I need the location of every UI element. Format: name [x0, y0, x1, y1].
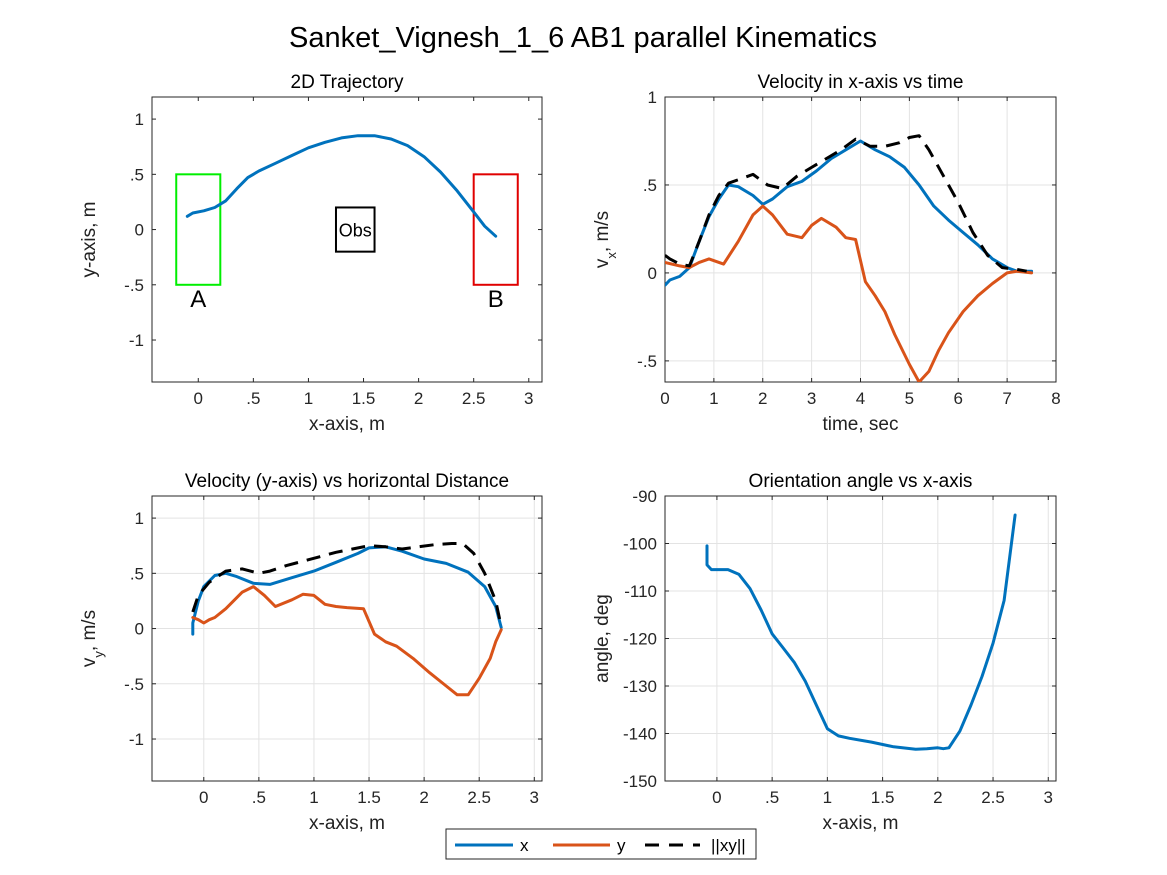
x-tick-label: 6	[954, 389, 963, 408]
y-axis-label: vx, m/s	[592, 211, 619, 268]
x-tick-label: 0	[194, 389, 203, 408]
x-tick-label: 1.5	[357, 788, 381, 807]
y-tick-label: -110	[624, 582, 657, 601]
y-axis-label: angle, deg	[592, 594, 613, 683]
plot-area	[665, 134, 1034, 382]
y-tick-label: -1	[129, 730, 144, 749]
x-tick-label: 2.5	[467, 788, 491, 807]
y-tick-label: -.5	[637, 352, 657, 371]
region-end	[472, 173, 519, 286]
x-axis-label: x-axis, m	[309, 813, 385, 834]
plot-area: Obs	[175, 134, 519, 286]
y-tick-label: -140	[623, 725, 657, 744]
x-tick-label: 2	[414, 389, 423, 408]
x-tick-label: 2	[758, 389, 767, 408]
subplot-orientation: 0 .5 1 1.5 2 2.5 3 -150 -140 -130 -120 -110 -100 -90 O…	[592, 471, 1057, 834]
plot-area	[191, 542, 503, 697]
y-tick-label: .5	[643, 176, 657, 195]
axes-box	[151, 96, 543, 383]
x-tick-label: 7	[1002, 389, 1011, 408]
x-tick-label: 1	[823, 788, 832, 807]
obstacle-label: Obs	[339, 221, 372, 241]
x-tick-label: .5	[246, 389, 260, 408]
figure-title: Sanket_Vignesh_1_6 AB1 parallel Kinemati…	[289, 22, 877, 54]
x-tick-label: 3	[1044, 788, 1053, 807]
y-tick-label: 0	[135, 620, 144, 639]
legend-label-x: x	[520, 836, 529, 855]
subplot-title: Velocity (y-axis) vs horizontal Distance	[185, 471, 509, 492]
plot-area	[705, 513, 1017, 751]
y-tick-label: -120	[623, 630, 657, 649]
legend: x y ||xy||	[445, 828, 757, 860]
y-tick-label: -.5	[124, 276, 144, 295]
x-tick-label: 2	[933, 788, 942, 807]
series-line-x	[705, 513, 1017, 751]
y-tick-label: 0	[135, 221, 144, 240]
x-tick-label: 1	[309, 788, 318, 807]
x-tick-label: 2.5	[981, 788, 1005, 807]
x-tick-label: 1	[304, 389, 313, 408]
series-line-y	[191, 585, 503, 697]
x-axis-label: time, sec	[822, 414, 898, 435]
y-tick-label: 0	[648, 264, 657, 283]
series-line-y	[665, 204, 1034, 382]
region-label-start: A	[190, 286, 206, 313]
x-tick-label: 2.5	[462, 389, 486, 408]
x-tick-label: 3	[524, 389, 533, 408]
region-start	[175, 173, 222, 286]
x-tick-label: 5	[905, 389, 914, 408]
x-tick-label: 3	[807, 389, 816, 408]
x-tick-label: 1.5	[871, 788, 895, 807]
x-axis-label: x-axis, m	[309, 414, 385, 435]
y-tick-label: -100	[623, 535, 657, 554]
region-obstacle	[334, 206, 376, 253]
y-axis-label: vy, m/s	[79, 610, 106, 667]
y-tick-label: -1	[129, 331, 144, 350]
x-tick-label: 0	[199, 788, 208, 807]
x-tick-label: 0	[660, 389, 669, 408]
x-tick-label: 1.5	[352, 389, 376, 408]
y-tick-label: .5	[130, 564, 144, 583]
series-line-xy	[665, 134, 1027, 273]
y-tick-label: 1	[135, 110, 144, 129]
y-tick-label: -.5	[124, 675, 144, 694]
y-tick-label: 1	[648, 88, 657, 107]
subplot-trajectory: 0 .5 1 1.5 2 2.5 3 -1 -.5 0 .5 1 2D Trajectory x-axis…	[79, 72, 543, 435]
axes-box	[151, 495, 543, 782]
x-tick-label: 8	[1051, 389, 1060, 408]
x-tick-label: 3	[530, 788, 539, 807]
y-tick-label: .5	[130, 165, 144, 184]
y-tick-label: -130	[623, 677, 657, 696]
subplot-vy_dist: 0 .5 1 1.5 2 2.5 3 -1 -.5 0 .5 1 Velocity (y-axis) v…	[79, 471, 543, 834]
series-line-xy	[191, 542, 503, 627]
subplot-title: 2D Trajectory	[291, 72, 404, 93]
x-axis-label: x-axis, m	[823, 813, 899, 834]
x-tick-label: .5	[252, 788, 266, 807]
subplot-title: Velocity in x-axis vs time	[758, 72, 964, 93]
subplot-title: Orientation angle vs x-axis	[749, 471, 973, 492]
y-tick-label: 1	[135, 509, 144, 528]
legend-label-xy: ||xy||	[711, 836, 746, 855]
x-tick-label: 4	[856, 389, 865, 408]
series-line-x	[185, 134, 498, 238]
y-tick-label: -90	[632, 487, 657, 506]
y-tick-label: -150	[623, 772, 657, 791]
legend-label-y: y	[617, 836, 626, 855]
x-tick-label: 0	[712, 788, 721, 807]
x-tick-label: 2	[419, 788, 428, 807]
x-tick-label: .5	[765, 788, 779, 807]
x-tick-label: 1	[709, 389, 718, 408]
region-label-end: B	[488, 286, 504, 313]
y-axis-label: y-axis, m	[79, 202, 100, 278]
